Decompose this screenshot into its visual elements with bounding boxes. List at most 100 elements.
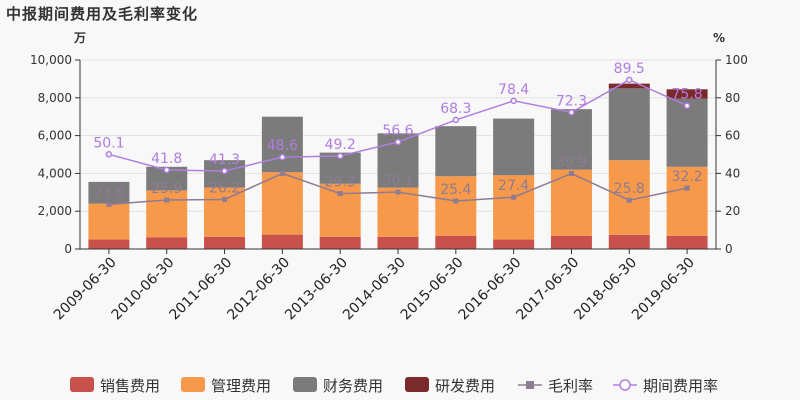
bar-finance bbox=[550, 109, 592, 170]
ytick-label-right: 20 bbox=[725, 204, 740, 218]
point-gross bbox=[395, 189, 401, 195]
point-gross bbox=[684, 185, 690, 191]
bar-sales bbox=[377, 236, 419, 249]
chart-title: 中报期间费用及毛利率变化 bbox=[6, 5, 199, 23]
point-gross bbox=[511, 194, 517, 200]
point-expense bbox=[163, 166, 170, 174]
bar-admin bbox=[666, 166, 708, 236]
label-expense: 72.3 bbox=[556, 93, 587, 109]
label-expense: 68.3 bbox=[440, 101, 471, 117]
legend-label-expense: 期间费用率 bbox=[643, 377, 718, 395]
bar-rnd bbox=[608, 83, 650, 89]
bar-sales bbox=[550, 235, 592, 249]
point-gross bbox=[164, 197, 170, 203]
label-expense: 89.5 bbox=[614, 61, 645, 77]
bar-admin bbox=[88, 203, 130, 240]
label-gross: 26.2 bbox=[209, 180, 240, 196]
bar-admin bbox=[435, 176, 477, 236]
ytick-label-right: 60 bbox=[725, 129, 740, 143]
bar-sales bbox=[261, 234, 303, 249]
legend-label-gross: 毛利率 bbox=[548, 377, 593, 395]
point-gross bbox=[279, 170, 285, 176]
label-expense: 41.3 bbox=[209, 152, 240, 168]
bar-finance bbox=[435, 126, 477, 177]
label-expense: 48.6 bbox=[267, 138, 298, 154]
bar-sales bbox=[666, 235, 708, 249]
bar-sales bbox=[146, 237, 188, 249]
bar-finance bbox=[146, 166, 188, 191]
ytick-label-right: 40 bbox=[725, 166, 740, 180]
label-gross: 39.9 bbox=[556, 155, 587, 171]
ytick-label-left: 0 bbox=[64, 242, 72, 256]
label-gross: 29.3 bbox=[325, 175, 356, 191]
point-expense bbox=[626, 76, 633, 84]
label-gross: 27.4 bbox=[498, 178, 529, 194]
ytick-label-left: 6,000 bbox=[38, 129, 72, 143]
bar-rnd bbox=[666, 89, 708, 99]
legend-label-admin: 管理费用 bbox=[211, 377, 271, 395]
bar-admin bbox=[261, 172, 303, 235]
label-gross: 23.6 bbox=[93, 185, 124, 201]
xtick-label: 2019-06-30 bbox=[629, 255, 698, 324]
legend-label-rnd: 研发费用 bbox=[435, 377, 495, 395]
bar-finance bbox=[666, 98, 708, 167]
ytick-label-left: 2,000 bbox=[38, 204, 72, 218]
bar-sales bbox=[435, 235, 477, 249]
bar-admin bbox=[204, 187, 246, 237]
point-expense bbox=[683, 102, 691, 109]
bar-finance bbox=[493, 118, 535, 176]
point-gross bbox=[453, 198, 459, 204]
point-expense bbox=[452, 116, 460, 124]
label-expense: 78.4 bbox=[498, 82, 529, 98]
legend-marker-gross bbox=[526, 381, 534, 389]
ytick-label-left: 10,000 bbox=[30, 53, 72, 67]
point-expense bbox=[105, 151, 113, 158]
legend-label-sales: 销售费用 bbox=[100, 377, 160, 395]
unit-right: % bbox=[713, 31, 725, 45]
legend-swatch-admin bbox=[181, 377, 205, 392]
ytick-label-left: 4,000 bbox=[38, 166, 72, 180]
bar-finance bbox=[261, 116, 303, 173]
bar-admin bbox=[377, 187, 419, 237]
bar-sales bbox=[88, 239, 130, 249]
point-gross bbox=[222, 196, 228, 202]
point-gross bbox=[568, 171, 574, 177]
label-expense: 49.2 bbox=[325, 137, 356, 153]
label-gross: 25.4 bbox=[440, 182, 471, 198]
legend-swatch-rnd bbox=[405, 377, 429, 392]
ytick-label-left: 8,000 bbox=[38, 91, 72, 105]
point-gross bbox=[106, 201, 112, 207]
label-gross: 30.1 bbox=[382, 173, 413, 189]
bar-admin bbox=[146, 190, 188, 238]
bar-sales bbox=[319, 236, 361, 249]
point-gross bbox=[337, 191, 343, 197]
label-gross: 25.8 bbox=[614, 181, 645, 197]
point-expense bbox=[336, 152, 344, 160]
point-expense bbox=[221, 167, 228, 175]
point-expense bbox=[568, 109, 575, 116]
label-expense: 75.8 bbox=[672, 87, 703, 103]
ytick-label-right: 100 bbox=[725, 53, 748, 67]
ytick-label-right: 0 bbox=[725, 242, 733, 256]
label-expense: 50.1 bbox=[93, 135, 124, 151]
legend-marker-expense bbox=[619, 379, 631, 391]
point-expense bbox=[394, 138, 402, 146]
legend-swatch-finance bbox=[293, 377, 317, 392]
point-gross bbox=[626, 197, 632, 203]
legend-label-finance: 财务费用 bbox=[323, 377, 383, 395]
label-expense: 41.8 bbox=[151, 151, 182, 167]
bar-sales bbox=[493, 239, 535, 249]
label-expense: 56.6 bbox=[382, 123, 413, 139]
label-gross: 25.9 bbox=[151, 181, 182, 197]
bar-finance bbox=[608, 88, 650, 161]
bar-sales bbox=[608, 234, 650, 249]
bar-admin bbox=[493, 175, 535, 240]
legend-swatch-sales bbox=[70, 377, 94, 392]
point-expense bbox=[279, 153, 286, 161]
point-expense bbox=[510, 97, 517, 105]
unit-left: 万 bbox=[73, 31, 86, 45]
label-gross: 32.2 bbox=[672, 169, 703, 185]
ytick-label-right: 80 bbox=[725, 91, 740, 105]
